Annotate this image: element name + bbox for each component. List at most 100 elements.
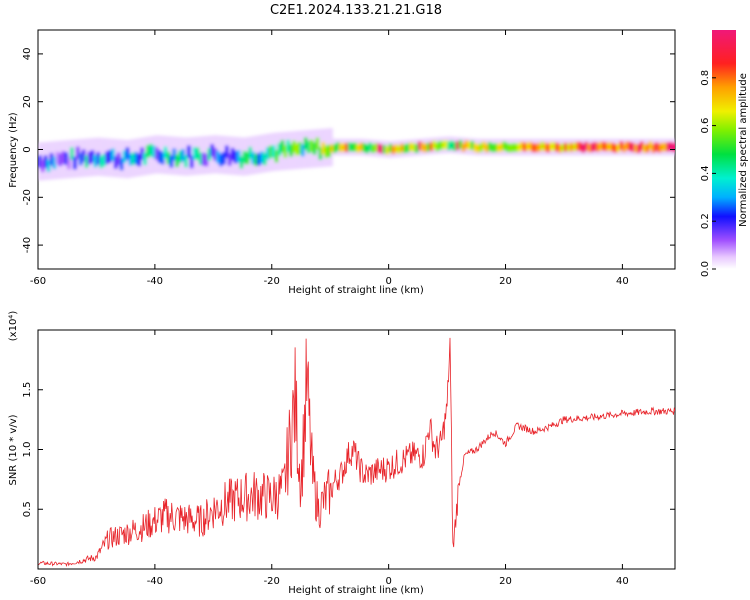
spectrogram-cell	[569, 142, 574, 152]
x-tick-label: -40	[147, 276, 163, 287]
spectrogram-cell	[528, 142, 533, 151]
spectrogram-cell	[654, 142, 659, 152]
spectrogram-cell	[260, 151, 264, 164]
spectrogram-cell	[514, 143, 518, 152]
spectrogram-cell	[160, 151, 165, 165]
spectrogram-cell	[125, 147, 130, 160]
spectrogram-cell	[414, 144, 419, 153]
spectrogram-cell	[455, 141, 460, 150]
spectrogram-cell	[511, 143, 515, 152]
spectrogram-cell	[549, 142, 553, 151]
colorbar-tick-label: 0.6	[700, 118, 711, 134]
spectrogram-cell	[388, 143, 393, 153]
colorbar-tick-label: 0.2	[700, 213, 711, 229]
spectrogram-cell	[452, 142, 457, 151]
spectrogram-cell	[58, 153, 63, 167]
spectrogram-cell	[338, 143, 343, 152]
spectrogram-cell	[333, 144, 337, 153]
spectrogram-cell	[87, 151, 92, 165]
spectrogram-cell	[254, 153, 258, 167]
colorbar-tick-label: 0.8	[700, 70, 711, 86]
spectrogram-cell	[257, 153, 261, 166]
spectrogram-cell	[321, 142, 326, 155]
spectrogram-cell	[163, 146, 168, 159]
spectrogram-cell	[146, 145, 150, 158]
spectrogram-cell	[382, 144, 387, 154]
spectrogram-cell	[596, 143, 600, 152]
spectrogram-cell	[210, 144, 214, 157]
y-tick-label: 20	[22, 95, 33, 108]
spectrogram-cell	[312, 142, 317, 155]
x-tick-label: 0	[385, 276, 391, 287]
spectrogram-cell	[353, 142, 358, 152]
spectrogram-cell	[578, 142, 583, 151]
spectrogram-x-label: Height of straight line (km)	[288, 285, 424, 296]
spectrogram-cell	[581, 144, 586, 153]
spectrogram-cell	[73, 156, 77, 170]
spectrogram-cell	[537, 143, 542, 152]
spectrogram-cell	[75, 146, 80, 160]
spectrogram-cell	[265, 147, 270, 160]
spectrogram-cell	[55, 151, 60, 165]
spectrogram-cell	[575, 141, 580, 151]
spectrogram-cell	[432, 140, 437, 150]
spectrogram-cell	[286, 139, 290, 153]
spectrogram-cell	[341, 143, 346, 152]
y-tick-label: 1.0	[22, 442, 33, 458]
spectrogram-cell	[195, 147, 200, 161]
spectrogram-cell	[102, 154, 106, 167]
spectrogram-y-label: Frequency (Hz)	[8, 112, 19, 188]
spectrogram-cell	[394, 144, 399, 153]
spectrogram-cell	[604, 142, 609, 152]
spectrogram-cell	[429, 142, 434, 151]
spectrogram-cell	[149, 143, 153, 157]
spectrogram-cell	[157, 150, 162, 163]
spectrogram-cell	[140, 147, 144, 160]
spectrogram-cell	[376, 143, 381, 153]
spectrogram-cell	[403, 144, 407, 154]
snr-y-label: SNR (10 * v/v)	[8, 414, 19, 485]
spectrogram-cell	[315, 137, 320, 150]
spectrogram-cell	[546, 143, 551, 153]
spectrogram-cell	[639, 141, 644, 151]
spectrogram-cell	[151, 145, 156, 159]
spectrogram-cell	[49, 153, 54, 166]
spectrogram-cell	[400, 143, 404, 153]
spectrogram-cell	[327, 144, 331, 158]
spectrogram-cell	[268, 145, 273, 159]
spectrogram-cell	[593, 142, 597, 151]
spectrogram-cell	[476, 144, 480, 153]
spectrogram-cell	[663, 142, 667, 152]
spectrogram-cell	[227, 153, 232, 166]
spectrogram-cell	[669, 142, 673, 151]
snr-plot-area	[37, 329, 676, 570]
spectrogram-cell	[563, 142, 568, 152]
spectrogram-cell	[616, 143, 621, 153]
spectrogram-cell	[233, 150, 238, 164]
spectrogram-cell	[119, 157, 124, 171]
spectrogram-cell	[613, 143, 618, 153]
spectrogram-cell	[280, 140, 285, 153]
spectrogram-cell	[344, 143, 349, 152]
spectrogram-cell	[482, 141, 486, 151]
spectrogram-cell	[409, 142, 413, 152]
spectrogram-cell	[67, 156, 71, 170]
spectrogram-cell	[303, 137, 308, 150]
spectrogram-cell	[435, 142, 439, 152]
spectrogram-cell	[666, 142, 670, 152]
spectrogram-cell	[379, 144, 384, 154]
spectrogram-cell	[441, 140, 445, 150]
spectrogram-cell	[236, 150, 241, 163]
spectrogram-cell	[70, 147, 74, 160]
y-tick-label: 0	[22, 146, 33, 152]
spectrogram-heatmap	[38, 128, 675, 181]
spectrogram-cell	[172, 148, 177, 161]
spectrogram-cell	[251, 151, 255, 165]
spectrogram-cell	[525, 142, 530, 151]
chart-title: C2E1.2024.133.21.21.G18	[270, 3, 442, 18]
spectrogram-cell	[493, 143, 498, 152]
spectrogram-cell	[198, 152, 203, 165]
spectrogram-cell	[245, 151, 250, 165]
spectrogram-cell	[470, 141, 475, 150]
spectrogram-cell	[397, 145, 402, 154]
